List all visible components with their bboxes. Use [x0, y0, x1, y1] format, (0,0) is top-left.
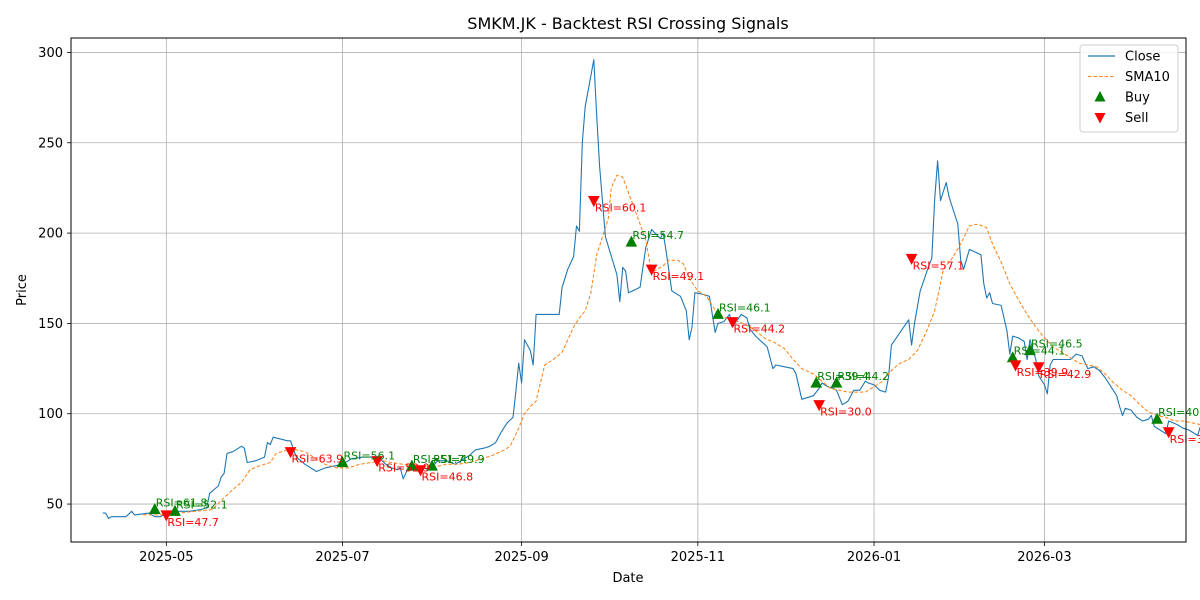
- sell-annotation: RSI=46.8: [422, 471, 474, 484]
- sell-annotation: RSI=30.0: [820, 406, 872, 419]
- buy-marker: [336, 456, 349, 468]
- buy-annotation: RSI=40.4: [1158, 406, 1200, 419]
- series-line-close: [102, 59, 1200, 520]
- sell-marker: [726, 317, 739, 329]
- buy-marker: [148, 502, 161, 515]
- y-tick-label: 100: [38, 407, 63, 422]
- sell-annotation: RSI=39.9: [1017, 366, 1069, 379]
- y-tick-label: 150: [38, 317, 63, 332]
- sell-annotation: RSI=60.1: [595, 202, 647, 215]
- buy-marker: [426, 459, 438, 471]
- x-tick-label: 2026-01: [847, 550, 901, 565]
- legend-label: Close: [1125, 50, 1160, 65]
- sell-annotation: RSI=52.9: [378, 462, 430, 475]
- sell-annotation: RSI=49.1: [653, 270, 705, 283]
- x-tick-label: 2025-09: [494, 550, 548, 565]
- sell-annotation: RSI=44.2: [733, 323, 785, 336]
- chart-title: SMKM.JK - Backtest RSI Crossing Signals: [467, 14, 788, 33]
- grid-lines: [71, 38, 1186, 542]
- legend-frame: [1079, 44, 1179, 133]
- y-tick-label: 250: [38, 136, 63, 151]
- buy-annotation: RSI=52.1: [176, 498, 228, 511]
- sell-annotation: RSI=36.6: [1170, 433, 1200, 446]
- sell-annotation: RSI=42.9: [1040, 368, 1092, 381]
- buy-annotation: RSI=54.7: [632, 229, 684, 242]
- y-tick-label: 200: [38, 227, 63, 242]
- sell-marker: [645, 264, 658, 276]
- y-axis: 50 100 150 200 250 300: [38, 46, 71, 513]
- sell-marker: [905, 253, 918, 265]
- sell-marker: [371, 456, 384, 468]
- legend-swatch-sell: [1094, 113, 1106, 124]
- series-line-sma10: [143, 174, 1200, 516]
- sell-marker: [160, 510, 173, 522]
- sell-annotation: RSI=63.9: [292, 453, 344, 466]
- buy-marker: [1006, 351, 1019, 363]
- x-tick-label: 2026-03: [1017, 550, 1071, 565]
- sell-annotation: RSI=57.1: [913, 259, 965, 272]
- buy-annotation: RSI=44.1: [1014, 345, 1066, 358]
- buy-annotation: RSI=46.1: [719, 301, 771, 314]
- buy-marker: [1024, 344, 1036, 356]
- y-axis-label: Price: [15, 274, 30, 306]
- x-axis: 2025-05 2025-07 2025-09 2025-11 2026-01 2026-…: [139, 542, 1072, 565]
- series-group: [102, 59, 1200, 520]
- x-tick-label: 2025-07: [315, 550, 369, 565]
- buy-marker: [830, 376, 843, 388]
- buy-annotation: RSI=49.9: [433, 453, 485, 466]
- buy-annotation: RSI=46.5: [1031, 338, 1083, 351]
- buy-annotation: RSI=44.2: [837, 370, 889, 383]
- buy-annotation: RSI=39.4: [817, 370, 869, 383]
- buy-marker: [712, 307, 724, 319]
- legend-swatch-buy: [1094, 91, 1106, 102]
- legend: Close SMA10 Buy Sell: [1079, 44, 1179, 133]
- buy-marker: [810, 376, 823, 388]
- sell-annotation: RSI=47.7: [167, 516, 219, 529]
- sell-marker: [587, 196, 600, 208]
- sell-marker: [1009, 360, 1022, 372]
- buy-marker: [1151, 412, 1163, 424]
- x-axis-label: Date: [612, 571, 643, 586]
- buy-annotation: RSI=51.7: [413, 453, 465, 466]
- buy-annotation: RSI=56.1: [344, 450, 396, 463]
- x-tick-label: 2025-11: [671, 550, 725, 565]
- buy-annotation: RSI=61.8: [156, 496, 208, 509]
- y-tick-label: 50: [46, 498, 63, 513]
- sell-marker: [813, 400, 825, 412]
- buy-marker: [625, 235, 638, 247]
- legend-label: Sell: [1125, 111, 1148, 126]
- sell-marker: [1162, 427, 1175, 439]
- sell-marker: [284, 447, 297, 459]
- signal-markers: [148, 196, 1175, 522]
- buy-marker: [406, 459, 418, 471]
- y-tick-label: 300: [38, 46, 63, 61]
- legend-label: Buy: [1125, 91, 1150, 106]
- x-tick-label: 2025-05: [139, 550, 193, 565]
- sell-marker: [414, 465, 427, 477]
- legend-label: SMA10: [1125, 70, 1170, 85]
- sell-marker: [1032, 362, 1045, 374]
- buy-marker: [169, 504, 181, 516]
- plot-area-frame: [70, 37, 1187, 543]
